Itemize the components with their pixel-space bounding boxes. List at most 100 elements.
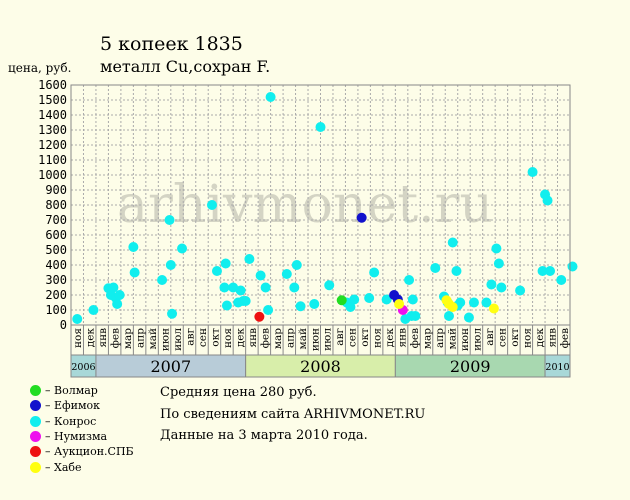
- data-point: [177, 243, 188, 254]
- y-tick-label: 1100: [38, 153, 67, 167]
- month-label: фев: [559, 328, 571, 348]
- y-tick-label: 1300: [38, 123, 67, 137]
- month-label: июл: [172, 328, 184, 351]
- month-label: июн: [309, 328, 321, 351]
- data-point: [394, 299, 405, 309]
- chart-subtitle: металл Cu,сохран F.: [100, 57, 271, 76]
- data-point: [515, 285, 526, 296]
- data-point: [468, 297, 479, 308]
- data-point: [88, 305, 99, 315]
- month-label: ноя: [72, 328, 84, 348]
- data-point: [463, 312, 474, 323]
- data-point: [254, 311, 265, 322]
- legend-dot: [30, 400, 41, 412]
- month-label: июл: [322, 328, 334, 351]
- data-point: [291, 260, 302, 270]
- legend-item: – Нумизма: [30, 429, 134, 444]
- month-label: ноя: [222, 328, 234, 348]
- data-point: [220, 258, 231, 269]
- y-tick-label: 900: [45, 183, 67, 197]
- data-point: [349, 294, 360, 305]
- y-tick-label: 700: [45, 213, 67, 227]
- legend-label: – Ефимок: [45, 399, 101, 413]
- data-point: [369, 267, 380, 278]
- month-label: сен: [197, 328, 209, 347]
- data-point: [493, 258, 504, 269]
- year-cell: [544, 354, 571, 378]
- data-point: [537, 266, 548, 276]
- legend-item: – Аукцион.СПБ: [30, 444, 134, 459]
- y-tick-label: 300: [45, 273, 67, 287]
- data-point: [289, 282, 300, 293]
- month-label: сен: [347, 328, 359, 347]
- month-label: июл: [471, 328, 483, 351]
- data-point: [112, 299, 123, 309]
- data-point: [486, 279, 497, 290]
- y-tick-label: 800: [45, 198, 67, 212]
- data-point: [455, 297, 466, 308]
- data-point: [244, 254, 255, 264]
- month-label: фев: [259, 328, 271, 348]
- source-note: По сведениям сайта ARHIVMONET.RU: [160, 406, 426, 422]
- year-label: 2009: [450, 357, 491, 376]
- data-point: [410, 311, 421, 321]
- y-tick-label: 200: [45, 288, 67, 302]
- data-point: [315, 122, 326, 132]
- month-axis: ноя дек янв фев мар апр май июн июл авг сен окт ноя д…: [70, 324, 571, 378]
- legend-dot: [30, 385, 41, 397]
- month-label: дек: [384, 328, 396, 348]
- data-point: [356, 212, 367, 223]
- y-tick-label: 1600: [38, 78, 67, 92]
- data-point: [345, 302, 356, 312]
- month-label: апр: [135, 328, 147, 348]
- data-point: [157, 275, 168, 285]
- legend-dot: [30, 461, 41, 473]
- month-label: май: [297, 328, 309, 349]
- legend-item: – Волмар: [30, 383, 134, 398]
- month-label: авг: [334, 328, 346, 346]
- month-label: сен: [496, 328, 508, 347]
- y-tick-label: 400: [45, 258, 67, 272]
- legend: – Волмар – Ефимок – Конрос – Нумизма – А…: [30, 383, 134, 475]
- legend-label: – Конрос: [45, 414, 97, 428]
- month-label: янв: [397, 328, 409, 348]
- data-point: [381, 294, 392, 305]
- y-tick-label: 600: [45, 228, 67, 242]
- month-label: фев: [110, 328, 122, 348]
- y-axis-label: цена, руб.: [8, 61, 72, 75]
- month-label: июн: [459, 328, 471, 351]
- legend-item: – Конрос: [30, 414, 134, 429]
- data-point: [295, 301, 306, 312]
- y-tick-label: 500: [45, 243, 67, 257]
- data-point: [165, 260, 176, 270]
- y-tick-label: 1400: [38, 108, 67, 122]
- data-point: [129, 267, 140, 278]
- legend-label: – Хабе: [45, 460, 82, 474]
- data-point: [114, 290, 125, 300]
- data-point: [72, 314, 83, 324]
- data-point: [364, 293, 375, 303]
- data-point: [240, 296, 251, 306]
- chart-title: 5 копеек 1835: [100, 33, 243, 55]
- month-label: дек: [234, 328, 246, 348]
- data-point: [451, 266, 462, 276]
- month-label: ноя: [372, 328, 384, 348]
- data-point: [206, 200, 217, 210]
- data-point: [228, 282, 239, 293]
- data-point: [488, 303, 499, 314]
- data-point: [404, 275, 415, 285]
- month-label: окт: [209, 328, 221, 347]
- plot-border: [70, 84, 571, 326]
- month-label: мар: [272, 328, 284, 349]
- month-label: янв: [546, 328, 558, 348]
- data-points: [72, 92, 578, 324]
- notes: Средняя цена 280 руб. По сведениям сайта…: [160, 382, 425, 447]
- month-label: янв: [97, 328, 109, 348]
- y-tick-labels: 0100200300400500600700800900100011001200…: [38, 78, 67, 332]
- data-point: [407, 294, 418, 305]
- data-point: [567, 261, 578, 272]
- legend-label: – Нумизма: [45, 430, 108, 444]
- legend-item: – Ефимок: [30, 398, 134, 413]
- year-label: 2010: [545, 362, 569, 373]
